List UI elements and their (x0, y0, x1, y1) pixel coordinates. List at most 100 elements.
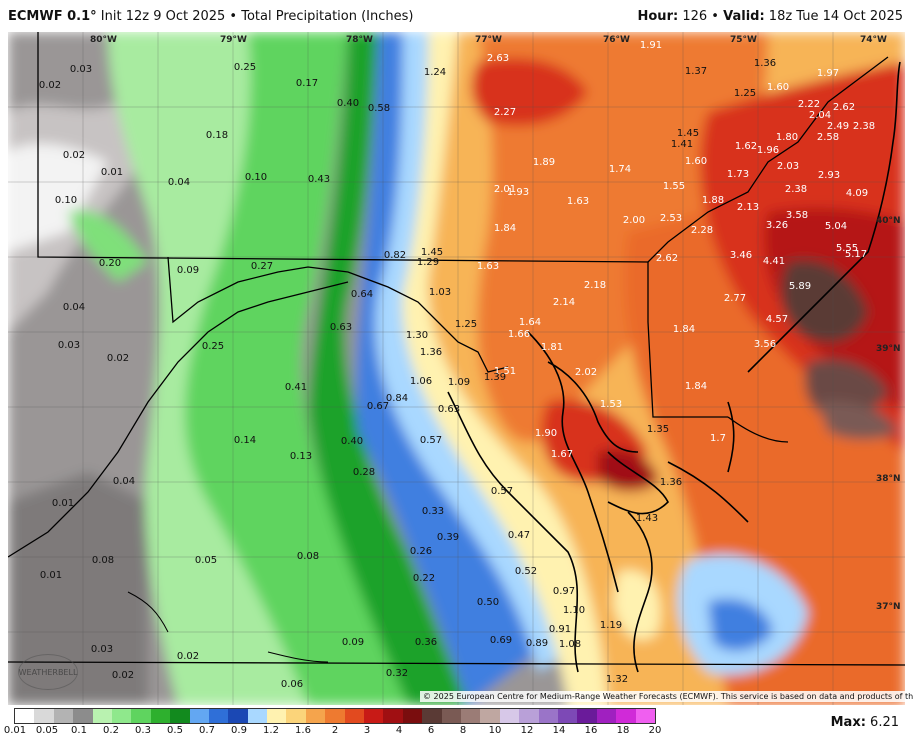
precip-value-label: 1.45 (421, 247, 443, 258)
precip-value-label: 0.32 (386, 668, 408, 679)
precip-value-label: 2.18 (584, 280, 606, 291)
precip-value-label: 0.84 (386, 393, 408, 404)
legend-swatch (422, 709, 442, 723)
legend-swatch (73, 709, 93, 723)
precip-value-label: 1.35 (647, 424, 669, 435)
precip-value-label: 0.18 (206, 130, 228, 141)
precip-value-label: 0.09 (342, 637, 364, 648)
precip-value-label: 1.84 (494, 223, 516, 234)
precip-value-label: 0.13 (290, 451, 312, 462)
precip-value-label: 1.24 (424, 67, 446, 78)
legend-swatch (92, 709, 112, 723)
precip-value-label: 0.27 (251, 261, 273, 272)
lon-label: 79°W (220, 35, 247, 45)
precip-value-label: 1.63 (477, 261, 499, 272)
precip-value-label: 0.22 (413, 573, 435, 584)
precip-value-label: 1.55 (663, 181, 685, 192)
precip-value-label: 4.57 (766, 314, 788, 325)
legend-tick-label: 0.3 (135, 725, 151, 736)
legend-tick-label: 6 (427, 725, 435, 736)
precip-value-label: 3.58 (786, 210, 808, 221)
precip-value-label: 0.04 (113, 476, 135, 487)
legend-swatch (305, 709, 326, 723)
precip-value-label: 2.14 (553, 297, 575, 308)
precip-value-label: 0.08 (297, 551, 319, 562)
legend-swatch (150, 709, 171, 723)
precip-value-label: 0.04 (168, 177, 190, 188)
precip-value-label: 1.08 (559, 639, 581, 650)
legend-swatch (34, 709, 54, 723)
precip-value-label: 0.57 (420, 435, 442, 446)
precip-value-label: 0.02 (112, 670, 134, 681)
precip-value-label: 1.36 (660, 477, 682, 488)
legend-tick-label: 18 (616, 725, 630, 736)
precip-value-label: 1.96 (757, 145, 779, 156)
legend-tick-label: 4 (395, 725, 403, 736)
lon-label: 76°W (603, 35, 630, 45)
precip-value-label: 1.64 (519, 317, 541, 328)
precip-value-label: 0.52 (515, 566, 537, 577)
color-legend: 0.01 0.05 0.1 0.2 0.3 0.5 0.7 0.9 1.2 1.6 2 3 4 6 8 10 1… (4, 708, 661, 738)
state-borders (8, 32, 905, 666)
legend-tick-label: 16 (584, 725, 598, 736)
precip-value-label: 0.69 (490, 635, 512, 646)
precip-value-label: 1.84 (673, 324, 695, 335)
precip-value-labels: 0.25 0.03 0.02 0.17 0.40 0.58 1.24 2.63 1.91 1.37… (39, 40, 875, 690)
legend-tick-label: 8 (459, 725, 467, 736)
precip-value-label: 1.06 (410, 376, 432, 387)
precip-value-label: 1.43 (636, 513, 658, 524)
legend-swatch (402, 709, 423, 723)
precip-value-label: 1.67 (551, 449, 573, 460)
lat-label: 40°N (876, 216, 901, 226)
precip-value-label: 0.06 (281, 679, 303, 690)
precip-value-label: 2.93 (818, 170, 840, 181)
precip-value-label: 1.36 (420, 347, 442, 358)
legend-swatch (247, 709, 268, 723)
map-title: ECMWF 0.1° Init 12z 9 Oct 2025 • Total P… (8, 9, 413, 24)
precip-value-label: 0.97 (553, 586, 575, 597)
legend-swatch (131, 709, 151, 723)
legend-swatch (596, 709, 617, 723)
legend-swatch (383, 709, 403, 723)
precip-value-label: 1.30 (406, 330, 428, 341)
legend-swatch (557, 709, 578, 723)
map-subtitle: Init 12z 9 Oct 2025 • Total Precipitatio… (100, 9, 414, 24)
precip-value-label: 2.27 (494, 107, 516, 118)
logo-text: WEATHERBELL (18, 667, 78, 677)
precip-value-label: 0.04 (63, 302, 85, 313)
precip-value-label: 0.82 (384, 250, 406, 261)
max-value-box: Max: 6.21 (831, 715, 899, 730)
legend-tick-label: 1.6 (295, 725, 311, 736)
legend-tick-label: 0.2 (103, 725, 119, 736)
lon-label: 77°W (475, 35, 502, 45)
precip-value-label: 0.64 (351, 289, 373, 300)
precip-value-label: 5.89 (789, 281, 811, 292)
valid-time: Hour: 126 • Valid: 18z Tue 14 Oct 2025 (637, 9, 904, 24)
legend-swatch (53, 709, 74, 723)
precip-value-label: 1.7 (710, 433, 726, 444)
precip-value-label: 0.41 (285, 382, 307, 393)
legend-tick-label: 0.7 (199, 725, 215, 736)
lat-label: 37°N (876, 602, 901, 612)
weatherbell-logo: WEATHERBELL (18, 654, 78, 690)
legend-swatch (286, 709, 306, 723)
precip-value-label: 0.40 (337, 98, 359, 109)
precip-value-label: 3.26 (766, 220, 788, 231)
lon-label: 78°W (346, 35, 373, 45)
precip-value-label: 1.97 (817, 68, 839, 79)
legend-tick-label: 1.2 (263, 725, 279, 736)
legend-tick-label: 2 (331, 725, 339, 736)
precip-value-label: 5.17 (845, 249, 867, 260)
precip-value-label: 0.05 (195, 555, 217, 566)
precip-value-label: 1.93 (507, 187, 529, 198)
precip-value-label: 0.08 (92, 555, 114, 566)
legend-swatch (189, 709, 209, 723)
precip-value-label: 2.01 (494, 184, 516, 195)
precip-value-label: 2.62 (656, 253, 678, 264)
legend-swatch (364, 709, 384, 723)
legend-swatch (208, 709, 229, 723)
valid-label: Valid: (723, 9, 765, 24)
precipitation-map: 80°W 79°W 78°W 77°W 76°W 75°W 74°W 40°N … (8, 32, 905, 705)
lat-label: 38°N (876, 474, 901, 484)
precip-value-label: 1.36 (754, 58, 776, 69)
